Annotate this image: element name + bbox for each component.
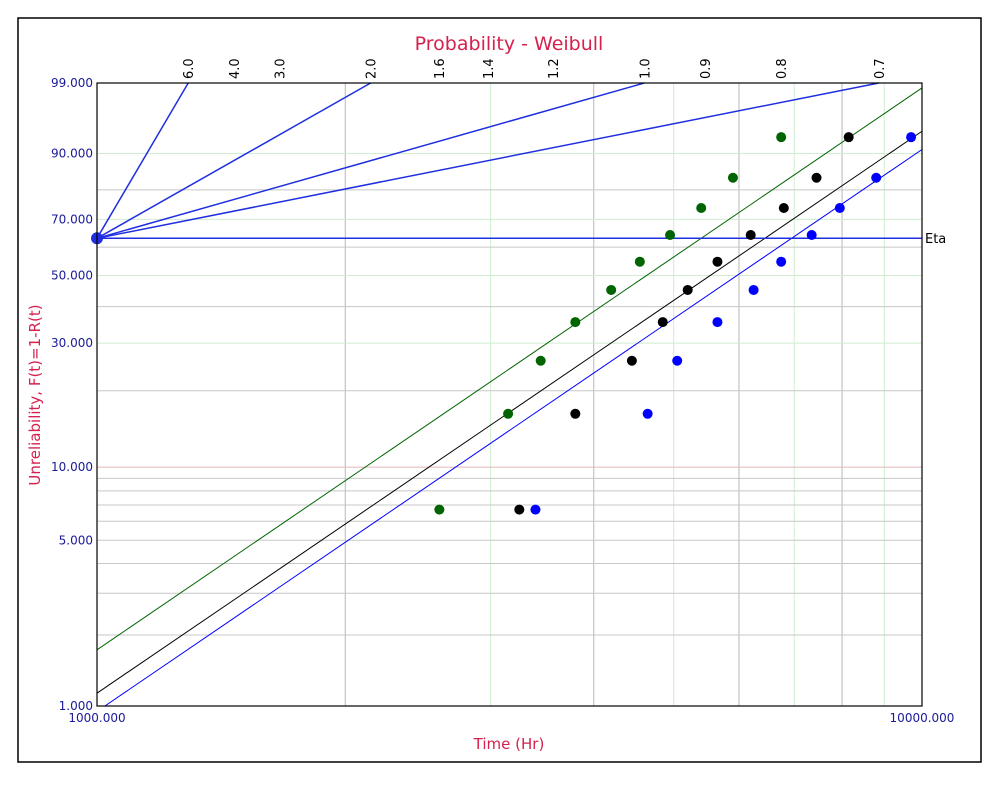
y-tick-label: 1.000 [59, 699, 93, 713]
x-axis-label: Time (Hr) [473, 735, 545, 753]
beta-scale-label: 3.0 [273, 58, 288, 79]
data-point [906, 132, 917, 143]
data-point [776, 256, 787, 267]
eta-label: Eta [925, 232, 946, 247]
fit-line [96, 87, 923, 651]
beta-scale-label: 1.2 [547, 58, 562, 79]
y-tick-label: 70.000 [51, 212, 93, 226]
beta-line [96, 82, 372, 239]
beta-scale-label: 2.0 [365, 58, 380, 79]
data-point [642, 408, 653, 419]
beta-line [96, 82, 645, 240]
beta-scale-label: 0.7 [873, 58, 888, 79]
fit-line [104, 149, 923, 707]
beta-line [96, 82, 189, 239]
data-point [811, 172, 822, 183]
data-point [606, 284, 617, 295]
data-point [530, 504, 541, 515]
beta-line [96, 82, 879, 240]
data-point [727, 172, 738, 183]
y-tick-label: 90.000 [51, 146, 93, 160]
data-point [712, 256, 723, 267]
data-point [634, 256, 645, 267]
y-tick-label: 30.000 [51, 336, 93, 350]
data-point [672, 355, 683, 366]
y-tick-label: 99.000 [51, 76, 93, 90]
beta-lines-layer [91, 82, 922, 245]
x-tick-label: 10000.000 [890, 711, 955, 725]
data-point [570, 408, 581, 419]
data-point [778, 202, 789, 213]
data-point [626, 355, 637, 366]
data-point [657, 317, 668, 328]
y-tick-label: 10.000 [51, 460, 93, 474]
data-point [776, 132, 787, 143]
data-point [748, 284, 759, 295]
data-point [834, 202, 845, 213]
data-point [535, 355, 546, 366]
data-point [514, 504, 525, 515]
chart-title: Probability - Weibull [415, 33, 604, 55]
data-point [665, 229, 676, 240]
data-points-layer [434, 132, 917, 515]
data-point [712, 317, 723, 328]
data-point [696, 202, 707, 213]
grid-layer [97, 82, 922, 706]
beta-scale-label: 6.0 [182, 58, 197, 79]
data-point [745, 229, 756, 240]
data-point [871, 172, 882, 183]
beta-scale-label: 1.0 [638, 58, 653, 79]
data-point [806, 229, 817, 240]
data-point [503, 408, 514, 419]
x-tick-label: 1000.000 [68, 711, 125, 725]
beta-scale-label: 1.6 [433, 58, 448, 79]
y-axis-label: Unreliability, F(t)=1-R(t) [26, 304, 44, 485]
beta-scale-label: 0.8 [775, 58, 790, 79]
data-point [434, 504, 445, 515]
beta-scale-label: 0.9 [699, 58, 714, 79]
data-point [570, 317, 581, 328]
plot-area-border [96, 82, 923, 707]
outer-border [17, 17, 982, 763]
beta-scale-label: 4.0 [228, 58, 243, 79]
tick-labels-layer: 1.000 5.000 10.000 30.000 50.000 70.000 90.000… [51, 58, 954, 725]
data-point [843, 132, 854, 143]
data-point [682, 284, 693, 295]
beta-scale-label: 1.4 [482, 58, 497, 79]
y-tick-label: 50.000 [51, 269, 93, 283]
y-tick-label: 5.000 [59, 533, 93, 547]
